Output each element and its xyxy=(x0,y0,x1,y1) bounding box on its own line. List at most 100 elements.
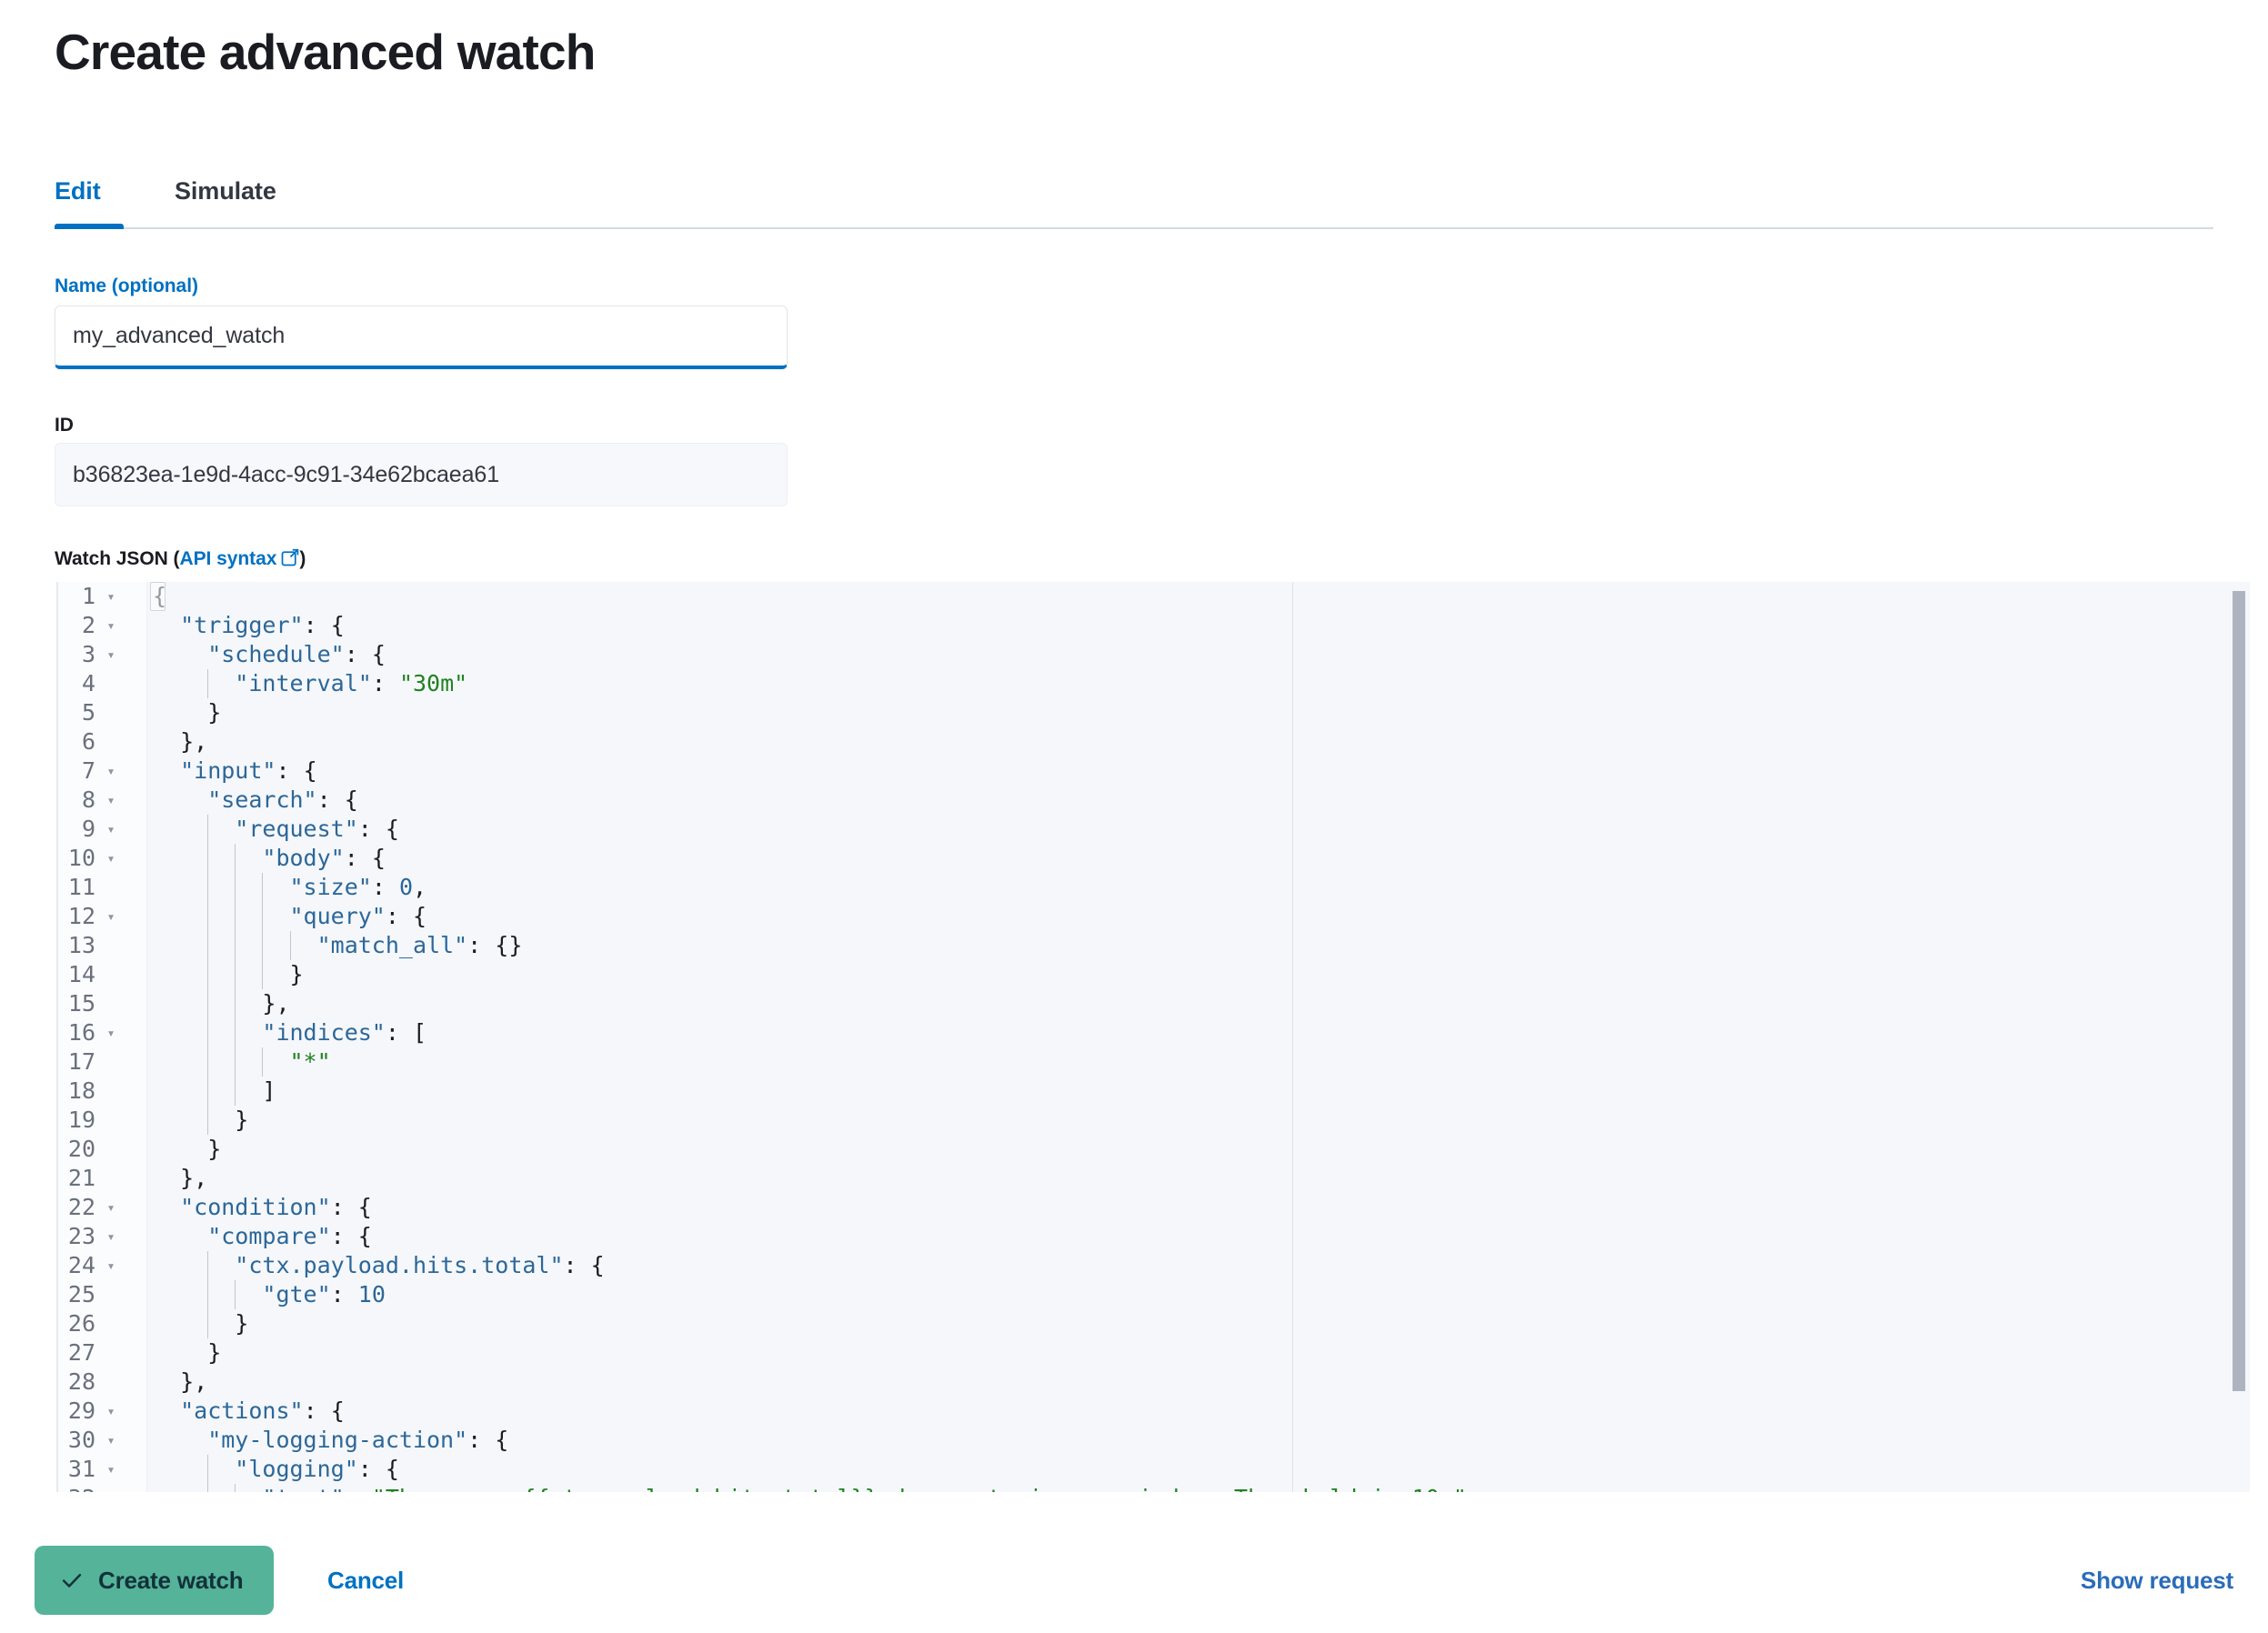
code-line: } xyxy=(207,1339,222,1366)
indent-guide xyxy=(235,873,236,902)
indent-guide xyxy=(207,989,209,1018)
indent-guide xyxy=(207,1280,209,1309)
editor-bottom-clip xyxy=(56,1492,2250,1500)
indent-guide xyxy=(235,1280,236,1309)
code-line: "actions": { xyxy=(180,1398,345,1424)
indent-guide xyxy=(207,669,209,698)
cancel-button[interactable]: Cancel xyxy=(327,1546,404,1615)
tab-edit[interactable]: Edit xyxy=(55,153,124,229)
indent-guide xyxy=(235,844,236,873)
code-line: } xyxy=(289,961,304,987)
indent-guide xyxy=(207,815,209,844)
line-number: 28 xyxy=(67,1368,95,1395)
code-line: }, xyxy=(262,990,290,1017)
line-number: 19 xyxy=(67,1107,95,1133)
tab-active-indicator xyxy=(55,224,124,229)
line-number: 11 xyxy=(67,874,95,900)
watch-json-editor[interactable]: {"trigger": {"schedule": {"interval": "3… xyxy=(56,582,2250,1492)
indent-guide xyxy=(235,902,236,931)
code-line: } xyxy=(235,1107,249,1133)
editor-gutter[interactable]: 1 ▾ 2 ▾ 3 ▾ 4 5 6 7 ▾ 8 ▾ 9 ▾ 10 ▾ 11 12 ▾ 13 14 15 16 ▾ 17 18 19 20… xyxy=(58,582,147,1492)
line-number: 9 xyxy=(81,816,95,842)
fold-toggle-icon[interactable]: ▾ xyxy=(106,821,115,837)
code-line: } xyxy=(207,1136,222,1162)
show-request-button[interactable]: Show request xyxy=(2081,1546,2233,1615)
watch-json-label-prefix: Watch JSON ( xyxy=(55,548,180,569)
id-input[interactable] xyxy=(55,443,788,506)
line-number: 27 xyxy=(67,1339,95,1366)
line-number: 12 xyxy=(67,903,95,929)
indent-guide xyxy=(235,1484,236,1492)
api-syntax-link[interactable]: API syntax xyxy=(179,548,299,569)
indent-guide xyxy=(289,931,291,960)
fold-toggle-icon[interactable]: ▾ xyxy=(106,1199,115,1216)
indent-guide xyxy=(235,1047,236,1077)
editor-vertical-scrollbar[interactable] xyxy=(2228,582,2250,1492)
tab-simulate[interactable]: Simulate xyxy=(175,153,302,229)
fold-toggle-icon[interactable]: ▾ xyxy=(106,646,115,663)
line-number: 30 xyxy=(67,1427,95,1453)
indent-guide xyxy=(262,902,264,931)
fold-toggle-icon[interactable]: ▾ xyxy=(106,1025,115,1041)
line-number: 2 xyxy=(81,612,95,638)
fold-toggle-icon[interactable]: ▾ xyxy=(106,1403,115,1419)
fold-toggle-icon[interactable]: ▾ xyxy=(106,1461,115,1478)
fold-toggle-icon[interactable]: ▾ xyxy=(106,792,115,808)
create-watch-button[interactable]: Create watch xyxy=(35,1546,275,1615)
external-link-icon xyxy=(281,548,299,566)
fold-toggle-icon[interactable]: ▾ xyxy=(106,1228,115,1245)
watch-json-label-suffix: ) xyxy=(299,548,306,569)
indent-guide xyxy=(207,1106,209,1135)
code-line: "condition": { xyxy=(180,1194,372,1220)
code-line: } xyxy=(235,1310,249,1337)
tab-bar-divider xyxy=(55,227,2213,229)
fold-toggle-icon[interactable]: ▾ xyxy=(106,908,115,925)
line-number: 22 xyxy=(67,1194,95,1220)
indent-guide xyxy=(207,902,209,931)
code-line: "logging": { xyxy=(235,1456,399,1482)
fold-toggle-icon[interactable]: ▾ xyxy=(106,763,115,779)
fold-toggle-icon[interactable]: ▾ xyxy=(106,617,115,634)
line-number: 25 xyxy=(67,1281,95,1307)
line-number: 16 xyxy=(67,1019,95,1046)
code-line: }, xyxy=(180,1368,208,1395)
code-line: "input": { xyxy=(180,757,317,784)
code-line: }, xyxy=(180,1165,208,1191)
code-line: } xyxy=(207,699,222,726)
line-number: 21 xyxy=(67,1165,95,1191)
code-line: "gte": 10 xyxy=(262,1281,386,1307)
fold-toggle-icon[interactable]: ▾ xyxy=(106,850,115,867)
editor-code-area[interactable]: {"trigger": {"schedule": {"interval": "3… xyxy=(148,582,2250,1492)
code-line: "indices": [ xyxy=(262,1019,427,1046)
line-number: 26 xyxy=(67,1310,95,1337)
line-number: 18 xyxy=(67,1077,95,1104)
fold-toggle-icon[interactable]: ▾ xyxy=(106,1257,115,1274)
line-number: 3 xyxy=(81,641,95,667)
code-line: "query": { xyxy=(289,903,427,929)
code-line: "my-logging-action": { xyxy=(207,1427,509,1453)
api-syntax-link-text: API syntax xyxy=(179,548,277,569)
indent-guide xyxy=(207,1077,209,1106)
name-input[interactable] xyxy=(55,306,788,369)
code-line: "schedule": { xyxy=(207,641,386,667)
line-number: 17 xyxy=(67,1048,95,1075)
indent-guide xyxy=(207,1018,209,1047)
line-number: 32 xyxy=(58,1484,95,1492)
indent-guide xyxy=(207,960,209,989)
fold-toggle-icon[interactable]: ▾ xyxy=(106,1432,115,1448)
indent-guide xyxy=(262,960,264,989)
page-title: Create advanced watch xyxy=(55,24,596,80)
indent-guide xyxy=(207,931,209,960)
code-line: }, xyxy=(180,728,208,755)
editor-scrollbar-thumb[interactable] xyxy=(2233,591,2245,1391)
line-number: 1 xyxy=(81,583,95,609)
code-line: "*" xyxy=(289,1048,331,1075)
fold-toggle-icon[interactable]: ▾ xyxy=(106,588,115,605)
watch-json-label: Watch JSON (API syntax) xyxy=(55,547,306,571)
indent-guide xyxy=(207,1047,209,1077)
code-line: "trigger": { xyxy=(180,612,345,638)
code-line: "search": { xyxy=(207,786,358,813)
indent-guide xyxy=(207,873,209,902)
line-number: 13 xyxy=(67,932,95,958)
